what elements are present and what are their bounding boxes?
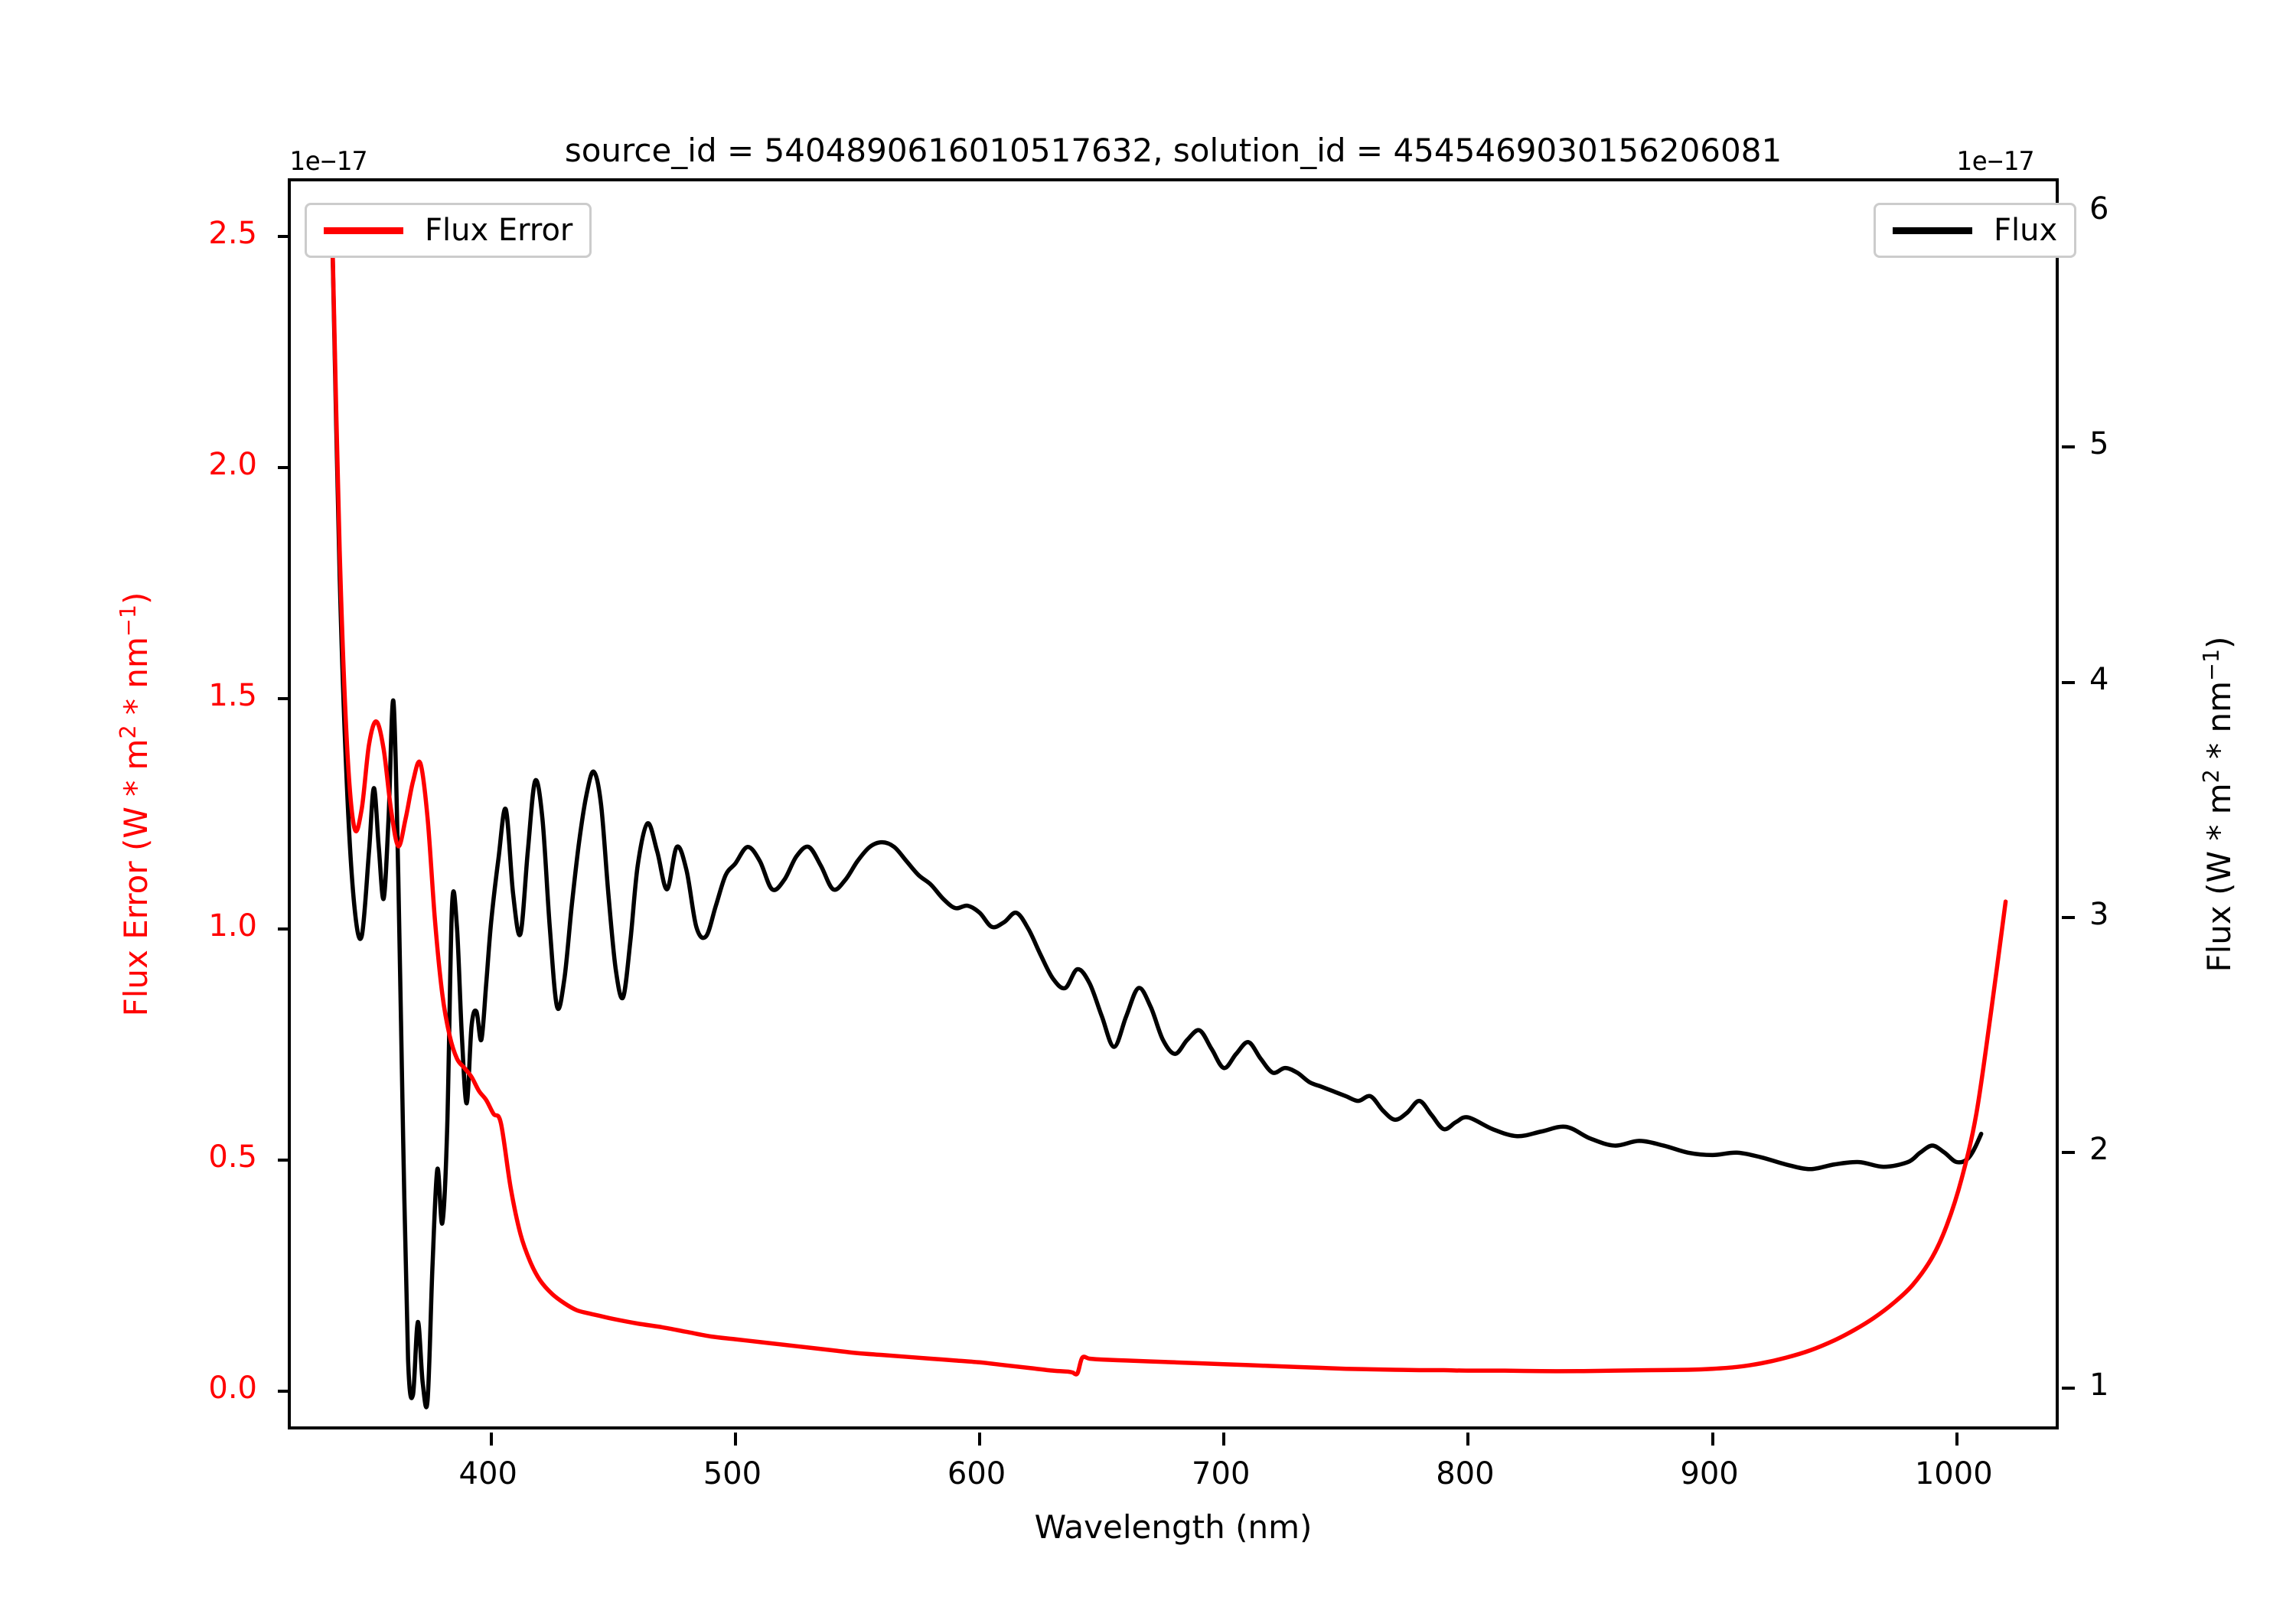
right-tick-label: 6	[2089, 191, 2109, 227]
left-tick-mark	[278, 696, 291, 700]
right-tick-label: 2	[2089, 1132, 2109, 1168]
legend-flux[interactable]: Flux	[1874, 203, 2077, 258]
left-tick-label: 0.5	[208, 1139, 257, 1175]
page-title: source_id = 5404890616010517632, solutio…	[564, 132, 1782, 169]
legend-label-flux: Flux	[1994, 213, 2058, 248]
right-tick-mark	[2062, 915, 2075, 919]
right-tick-mark	[2062, 680, 2075, 684]
left-tick-mark	[278, 466, 291, 470]
left-tick-label: 1.5	[208, 677, 257, 713]
x-tick-label: 800	[1436, 1456, 1495, 1491]
left-tick-label: 1.0	[208, 908, 257, 944]
spectrum-curves	[330, 234, 2008, 1410]
left-tick-mark	[278, 927, 291, 931]
left-axis-offset-label: 1e−17	[289, 146, 368, 177]
x-tick-label: 1000	[1914, 1456, 1993, 1491]
left-tick-label: 2.5	[208, 216, 257, 252]
x-tick-mark	[1466, 1433, 1470, 1446]
x-tick-mark	[733, 1433, 737, 1446]
right-tick-mark	[2062, 1151, 2075, 1155]
x-tick-mark	[1711, 1433, 1714, 1446]
right-tick-mark	[2062, 445, 2075, 449]
x-tick-mark	[1955, 1433, 1958, 1446]
right-axis-label-wrap: Flux (W * m2 * nm−1)	[2197, 178, 2242, 1429]
right-tick-label: 5	[2089, 426, 2109, 462]
left-axis-label: Flux Error (W * m2 * nm−1)	[115, 592, 155, 1016]
legend-swatch-flux-error-icon	[324, 227, 403, 234]
x-tick-label: 400	[458, 1456, 517, 1491]
left-axis-label-wrap: Flux Error (W * m2 * nm−1)	[113, 178, 159, 1429]
x-tick-label: 900	[1680, 1456, 1739, 1491]
right-tick-label: 1	[2089, 1367, 2109, 1403]
right-tick-label: 3	[2089, 896, 2109, 932]
right-axis-offset-label: 1e−17	[1956, 146, 2035, 177]
x-tick-label: 700	[1192, 1456, 1251, 1491]
right-tick-mark	[2062, 1386, 2075, 1390]
legend-flux-error[interactable]: Flux Error	[305, 203, 592, 258]
x-tick-mark	[978, 1433, 982, 1446]
left-tick-label: 2.0	[208, 447, 257, 483]
right-tick-label: 4	[2089, 661, 2109, 697]
x-tick-mark	[489, 1433, 493, 1446]
flux-error-line	[330, 234, 2008, 1377]
x-tick-mark	[1222, 1433, 1226, 1446]
plot-area	[278, 178, 2075, 1446]
legend-swatch-flux-icon	[1893, 227, 1972, 234]
x-tick-label: 600	[947, 1456, 1006, 1491]
left-tick-mark	[278, 235, 291, 239]
legend-label-flux-error: Flux Error	[425, 213, 573, 248]
x-tick-label: 500	[703, 1456, 762, 1491]
flux-line	[330, 238, 1984, 1410]
x-axis-label: Wavelength (nm)	[1034, 1508, 1313, 1546]
left-tick-mark	[278, 1389, 291, 1393]
right-axis-label: Flux (W * m2 * nm−1)	[2198, 635, 2238, 973]
left-tick-mark	[278, 1159, 291, 1162]
left-tick-label: 0.0	[208, 1370, 257, 1406]
